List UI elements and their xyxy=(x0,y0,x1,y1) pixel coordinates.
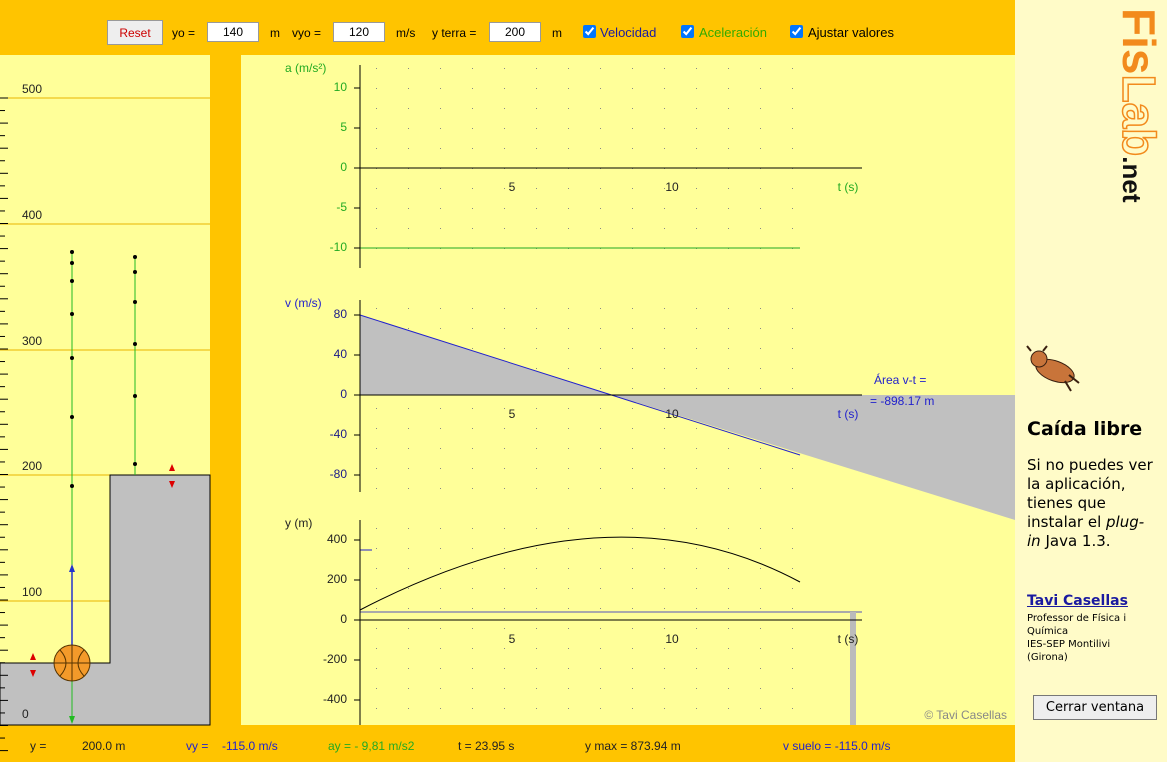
x-tick-label: 5 xyxy=(509,407,516,421)
logo-text: FisLab.net xyxy=(1113,8,1165,203)
x-tick-label: 10 xyxy=(665,407,679,421)
y-tick-label: 10 xyxy=(334,80,348,94)
status-y-value: 200.0 m xyxy=(82,739,125,753)
close-button[interactable]: Cerrar ventana xyxy=(1033,695,1157,720)
scene: 500 400 300 200 100 0 xyxy=(0,82,210,750)
status-vy-label: vy = xyxy=(186,739,208,753)
area-value: = -898.17 m xyxy=(870,394,934,408)
yo-unit: m xyxy=(270,26,280,40)
y-tick-label: 0 xyxy=(340,612,347,626)
y-tick-label: -400 xyxy=(323,692,347,706)
x-tick-label: 10 xyxy=(665,632,679,646)
y-tick-label: 0 xyxy=(340,387,347,401)
trail-dots xyxy=(70,250,137,488)
y-tick-label: -40 xyxy=(330,427,348,441)
scale-label: 0 xyxy=(22,707,29,721)
status-vground: v suelo = -115.0 m/s xyxy=(783,739,891,753)
area-label: Área v-t = xyxy=(874,372,926,387)
y-axis-label: v (m/s) xyxy=(285,296,322,310)
y-tick-label: -80 xyxy=(330,467,348,481)
status-y-label: y = xyxy=(30,739,46,753)
affiliation-line: Professor de Física i Química xyxy=(1027,612,1157,638)
applet-page: 5004003002001000 © Tavi Casellas Área v-… xyxy=(0,0,1167,762)
mascot xyxy=(1025,345,1085,395)
affiliation: Professor de Física i Química IES-SEP Mo… xyxy=(1027,612,1157,664)
velocity-check-label[interactable]: Velocidad xyxy=(600,25,656,40)
scale-label: 200 xyxy=(22,459,42,473)
logo-net: .net xyxy=(1117,156,1147,203)
y-axis-label: y (m) xyxy=(285,516,312,530)
status-ymax: y max = 873.94 m xyxy=(585,739,681,753)
y-tick-label: 400 xyxy=(327,532,347,546)
reset-button[interactable]: Reset xyxy=(107,20,163,45)
status-ay: ay = - 9,81 m/s2 xyxy=(328,739,415,753)
adjust-checkbox[interactable] xyxy=(790,25,803,38)
separator xyxy=(210,55,241,725)
y-tick-label: -5 xyxy=(336,200,347,214)
y-tick-label: -200 xyxy=(323,652,347,666)
velocity-arrow-head xyxy=(69,564,75,572)
copyright: © Tavi Casellas xyxy=(924,708,1007,722)
sidebar: FisLab.net Caída libre Si no puedes ver … xyxy=(1015,0,1167,762)
x-axis-label: t (s) xyxy=(838,632,859,646)
affiliation-line: IES-SEP Montilivi xyxy=(1027,638,1157,651)
note-text: Java 1.3. xyxy=(1041,532,1111,550)
logo: FisLab.net xyxy=(1015,0,1167,300)
x-axis-label: t (s) xyxy=(838,180,859,194)
accel-check-label[interactable]: Aceleración xyxy=(699,25,767,40)
dot-grid xyxy=(360,65,800,265)
y-tick-label: 0 xyxy=(340,160,347,174)
vyo-label: vyo = xyxy=(292,26,321,40)
accel-checkbox[interactable] xyxy=(681,25,694,38)
y-tick-label: 5 xyxy=(340,120,347,134)
scale-label: 100 xyxy=(22,585,42,599)
vyo-unit: m/s xyxy=(396,26,415,40)
y-tick-label: 200 xyxy=(327,572,347,586)
app-title: Caída libre xyxy=(1027,418,1157,440)
x-tick-label: 5 xyxy=(509,632,516,646)
plugin-note: Si no puedes ver la aplicación, tienes q… xyxy=(1027,456,1157,551)
x-axis-label: t (s) xyxy=(838,407,859,421)
status-vy-value: -115.0 m/s xyxy=(222,739,278,753)
y-axis-label: a (m/s²) xyxy=(285,61,326,75)
scale-label: 500 xyxy=(22,82,42,96)
y-tick-label: 80 xyxy=(334,307,348,321)
yo-input[interactable] xyxy=(207,22,259,42)
status-t: t = 23.95 s xyxy=(458,739,514,753)
logo-fis: Fis xyxy=(1113,8,1165,74)
scale-label: 300 xyxy=(22,334,42,348)
y-tick-label: -10 xyxy=(330,240,348,254)
yo-label: yo = xyxy=(172,26,195,40)
x-tick-label: 5 xyxy=(509,180,516,194)
scale-label: 400 xyxy=(22,208,42,222)
x-tick-label: 10 xyxy=(665,180,679,194)
yterra-input[interactable] xyxy=(489,22,541,42)
y-tick-label: 40 xyxy=(334,347,348,361)
time-cursor xyxy=(850,612,856,725)
yterra-label: y terra = xyxy=(432,26,476,40)
graphs: © Tavi Casellas Área v-t = = -898.17 m a… xyxy=(285,61,1015,725)
ground xyxy=(0,475,210,725)
affiliation-line: (Girona) xyxy=(1027,651,1157,664)
author-link[interactable]: Tavi Casellas xyxy=(1027,593,1157,609)
logo-lab: Lab xyxy=(1113,74,1165,156)
velocity-checkbox[interactable] xyxy=(583,25,596,38)
yterra-unit: m xyxy=(552,26,562,40)
adjust-check-label[interactable]: Ajustar valores xyxy=(808,25,894,40)
vyo-input[interactable] xyxy=(333,22,385,42)
